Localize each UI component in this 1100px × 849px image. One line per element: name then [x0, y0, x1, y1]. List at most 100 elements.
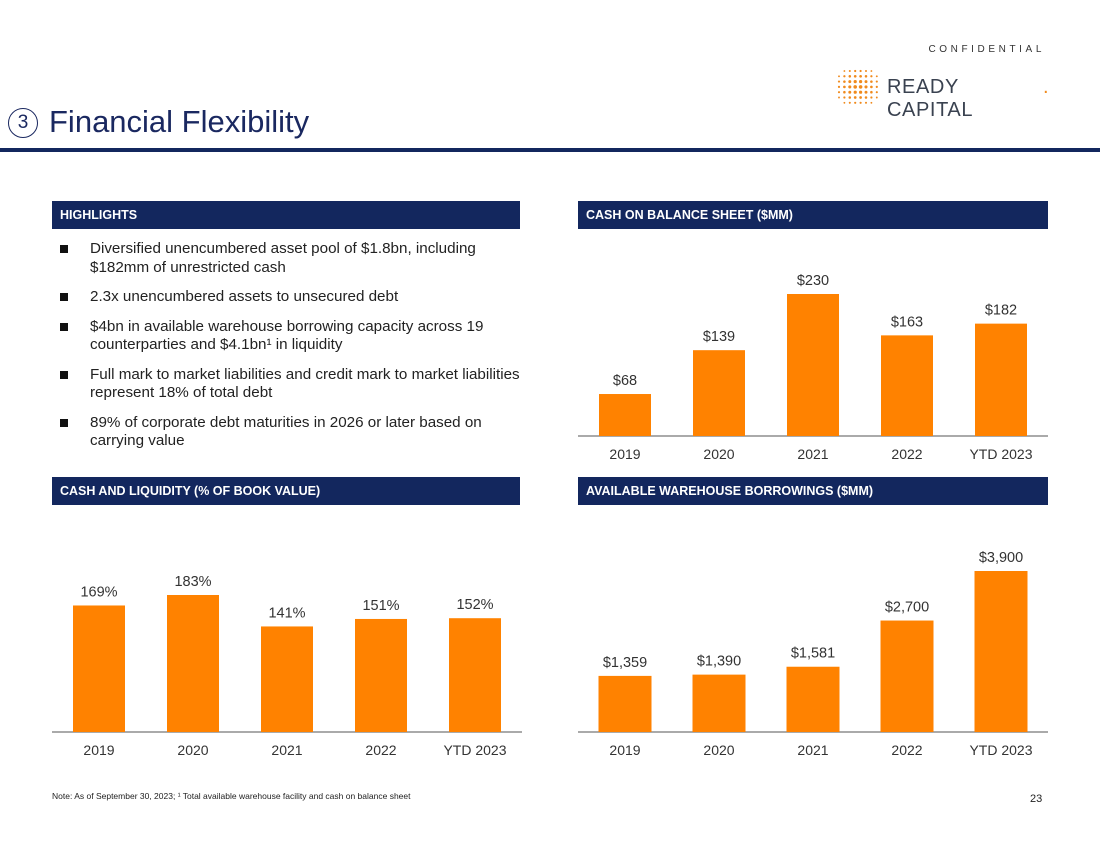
x-tick-label: 2019: [609, 742, 640, 758]
footnote: Note: As of September 30, 2023; ¹ Total …: [52, 791, 411, 801]
square-bullet-icon: [60, 418, 68, 427]
logo-dot-mark: [875, 75, 878, 78]
highlights-list: Diversified unencumbered asset pool of $…: [52, 240, 522, 462]
logo-dot-mark: [848, 85, 852, 89]
logo-dot-mark: [843, 70, 846, 72]
highlight-item: $4bn in available warehouse borrowing ca…: [52, 318, 522, 355]
x-tick-label: YTD 2023: [969, 446, 1032, 462]
bar-value-label: 141%: [268, 605, 305, 621]
square-bullet-icon: [60, 245, 68, 253]
logo-dot-mark: [864, 90, 868, 94]
chart-bar: [598, 675, 652, 732]
x-tick-label: 2019: [609, 446, 640, 462]
logo-dot-mark: [875, 91, 878, 94]
x-tick-label: 2019: [83, 742, 114, 758]
cash-balance-sheet-heading: CASH ON BALANCE SHEET ($MM): [578, 201, 1048, 229]
logo-dot-mark: [837, 80, 841, 83]
logo-text: READY CAPITAL: [887, 76, 974, 121]
logo-dot-mark: [843, 90, 846, 94]
logo-dot-mark: [864, 80, 868, 84]
logo-dot-mark: [848, 101, 851, 104]
logo-dot: .: [1043, 76, 1049, 98]
chart-bar: [692, 674, 746, 732]
chart-bar: [974, 571, 1028, 732]
logo-dot-mark: [859, 74, 862, 78]
bar-value-label: $68: [613, 373, 637, 389]
logo-dot-mark: [875, 96, 878, 99]
logo-dot-mark: [854, 69, 857, 73]
logo-dot-mark: [870, 70, 873, 72]
logo-dot-mark: [864, 69, 868, 73]
square-bullet-icon: [60, 293, 68, 301]
logo-dot-mark: [837, 85, 841, 88]
bar-value-label: $182: [985, 303, 1017, 319]
logo-dot-mark: [870, 101, 873, 104]
bar-value-label: 183%: [174, 574, 211, 590]
logo-dot-mark: [848, 69, 851, 73]
square-bullet-icon: [60, 370, 68, 379]
highlight-item: 2.3x unencumbered assets to unsecured de…: [52, 288, 522, 307]
x-tick-label: YTD 2023: [443, 742, 506, 758]
warehouse-borrowings-heading: AVAILABLE WAREHOUSE BORROWINGS ($MM): [578, 477, 1048, 505]
logo-dot-mark: [843, 101, 846, 104]
bar-value-label: $1,390: [697, 654, 741, 670]
section-number-badge: 3: [8, 108, 38, 138]
highlights-heading: HIGHLIGHTS: [52, 201, 520, 229]
logo-dot-mark: [870, 75, 873, 78]
logo-dot-mark: [864, 101, 868, 104]
chart-bar: [786, 666, 840, 732]
highlight-item: Diversified unencumbered asset pool of $…: [52, 240, 522, 277]
x-tick-label: 2021: [797, 446, 828, 462]
x-tick-label: 2020: [177, 742, 208, 758]
logo-dot-mark: [870, 85, 873, 89]
bar-value-label: $139: [703, 329, 735, 345]
chart-bar: [881, 335, 933, 436]
logo-dot-mark: [864, 85, 868, 89]
logo-dot-mark: [858, 79, 863, 84]
logo-dot-mark: [853, 90, 857, 94]
x-tick-label: YTD 2023: [969, 742, 1032, 758]
logo-dot-mark: [870, 96, 873, 99]
bar-value-label: 169%: [80, 584, 117, 600]
x-tick-label: 2021: [797, 742, 828, 758]
bar-value-label: $3,900: [979, 550, 1023, 566]
logo-dot-mark: [843, 96, 846, 99]
chart-bar: [73, 605, 125, 732]
ready-capital-logo: READY CAPITAL .: [835, 66, 1050, 121]
page-title: Financial Flexibility: [49, 104, 310, 139]
x-tick-label: 2020: [703, 742, 734, 758]
x-tick-label: 2022: [891, 446, 922, 462]
logo-dot-mark: [843, 85, 846, 89]
bar-value-label: 152%: [456, 597, 493, 613]
bar-value-label: $230: [797, 273, 829, 289]
chart-bar: [693, 350, 745, 436]
x-tick-label: 2021: [271, 742, 302, 758]
bar-value-label: $2,700: [885, 600, 929, 616]
cash-liquidity-heading: CASH AND LIQUIDITY (% OF BOOK VALUE): [52, 477, 520, 505]
warehouse-borrowings-chart: $1,359 2019 $1,390 2020 $1,581 2021 $2,700 2022…: [578, 550, 1048, 758]
title-divider: [0, 148, 1100, 152]
logo-dot-mark: [853, 79, 857, 84]
logo-dot-mark: [838, 96, 840, 99]
logo-dot-mark: [870, 80, 873, 83]
logo-dot-mark: [838, 75, 840, 78]
logo-dot-mark: [837, 91, 841, 94]
page-number: 23: [1030, 793, 1043, 805]
chart-bar: [880, 620, 934, 732]
cash-balance-sheet-chart: $68 2019 $139 2020 $230 2021 $163 2022 $182 YTD 2…: [578, 273, 1048, 462]
bar-value-label: $1,359: [603, 655, 647, 671]
logo-dot-mark: [853, 96, 857, 99]
logo-dot-mark: [848, 96, 852, 99]
logo-dot-mark: [848, 75, 852, 78]
cash-liquidity-chart: 169% 2019 183% 2020 141% 2021 151% 2022 152% YTD …: [52, 574, 522, 758]
logo-dot-mark: [858, 85, 863, 89]
chart-bar: [975, 323, 1027, 436]
logo-dot-mark: [853, 74, 857, 78]
logo-dot-mark: [848, 80, 852, 84]
logo-dot-mark: [859, 101, 862, 104]
logo-dot-mark: [875, 80, 878, 83]
logo-dot-mark: [859, 69, 862, 73]
logo-dot-mark: [853, 85, 857, 89]
chart-bar: [787, 294, 839, 436]
chart-bar: [599, 394, 651, 436]
